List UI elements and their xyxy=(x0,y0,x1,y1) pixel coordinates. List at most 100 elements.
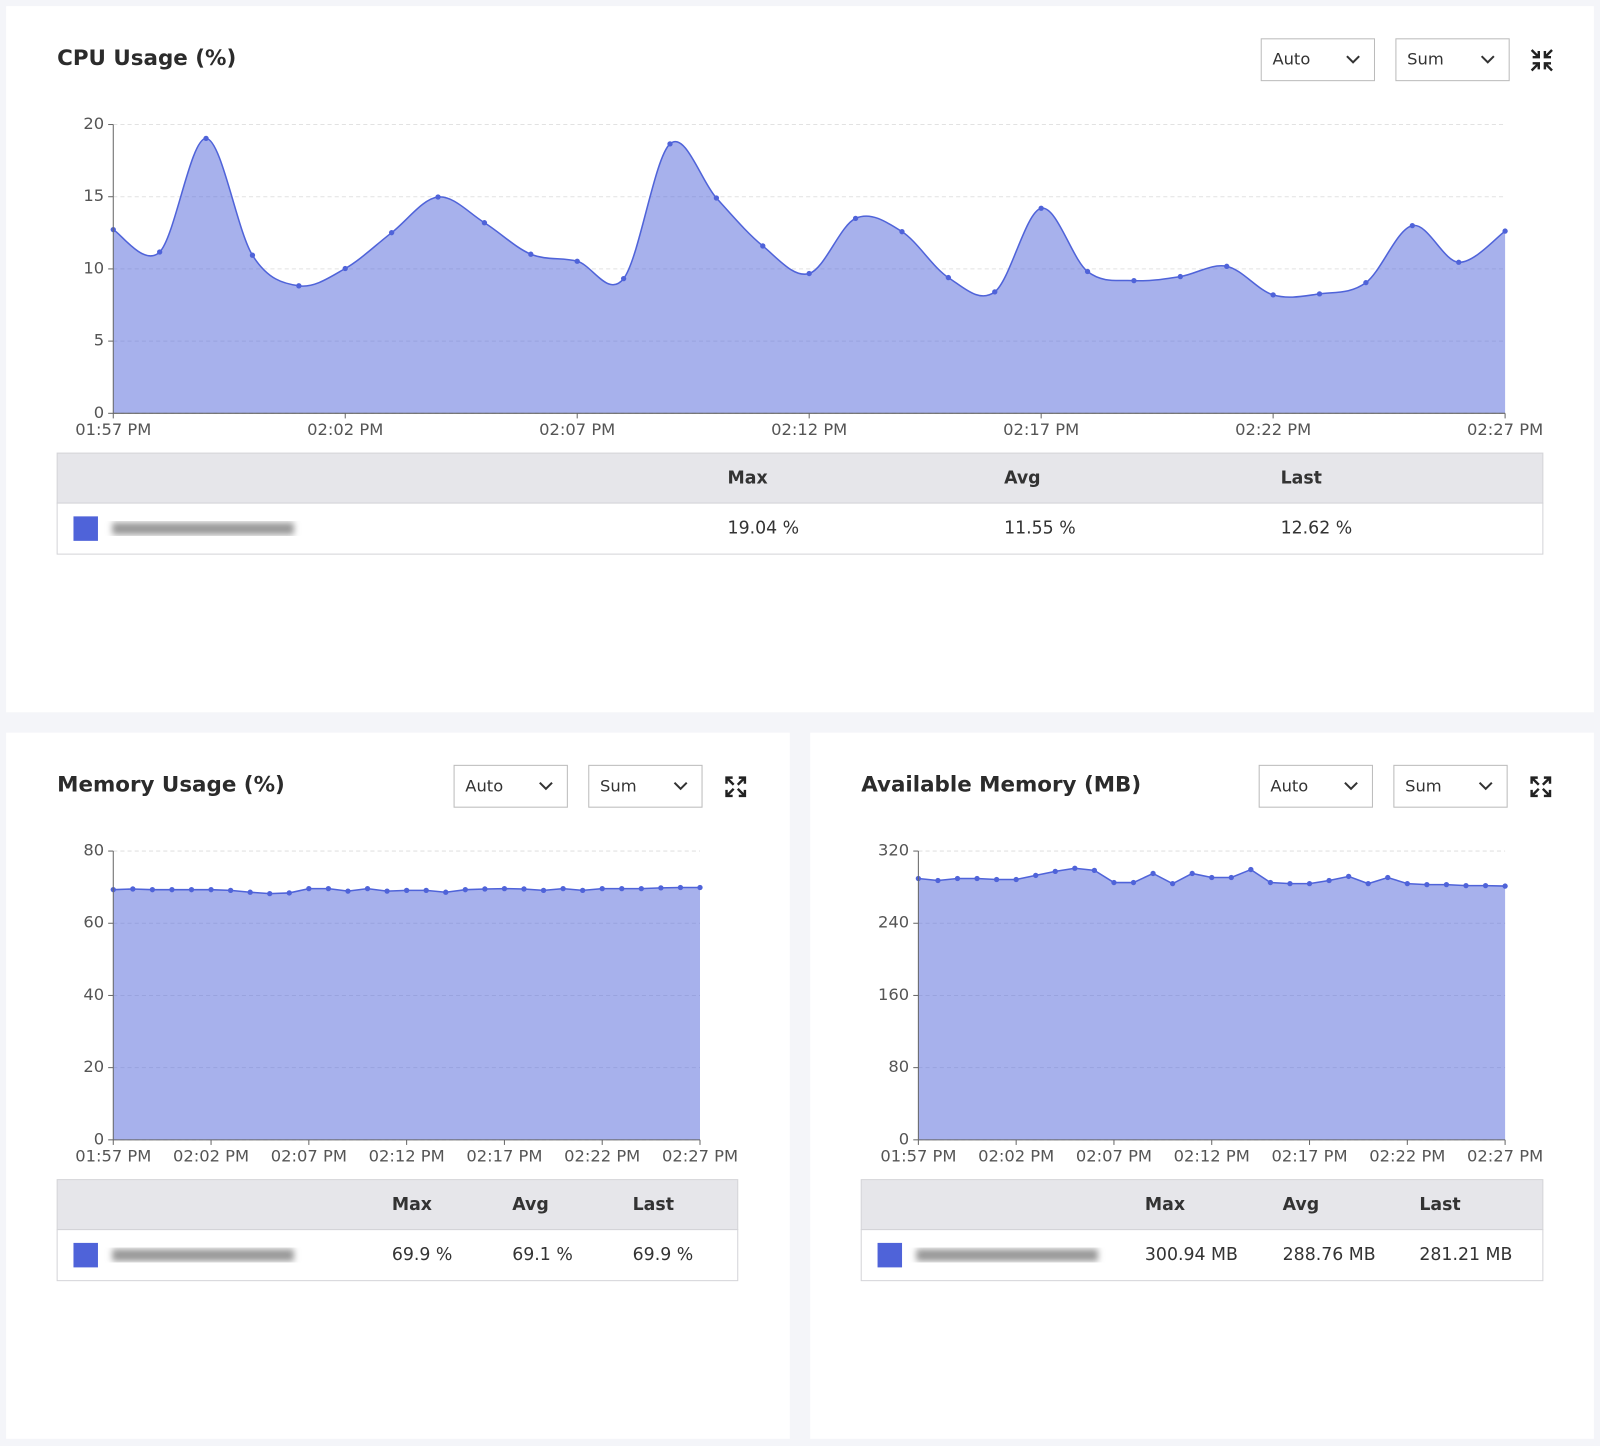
dropdown-label[interactable]: Sum xyxy=(1407,50,1444,69)
data-point xyxy=(130,886,136,892)
data-point xyxy=(1169,880,1176,887)
x-tick-label: 02:17 PM xyxy=(466,1147,542,1166)
x-tick-label: 02:27 PM xyxy=(1467,1147,1543,1166)
data-point xyxy=(1150,870,1156,877)
data-point xyxy=(203,135,209,142)
table-cell: 69.1 % xyxy=(512,1245,573,1265)
table-header-cell: Max xyxy=(392,1195,432,1215)
data-point xyxy=(852,215,859,222)
data-point xyxy=(992,289,998,295)
data-point xyxy=(1084,268,1091,275)
area xyxy=(113,887,700,1140)
data-point xyxy=(149,887,156,893)
dropdown-label[interactable]: Sum xyxy=(600,776,637,795)
data-point xyxy=(388,230,395,236)
data-point xyxy=(806,270,812,277)
data-point xyxy=(619,885,625,892)
table-cell: 300.94 MB xyxy=(1145,1245,1238,1265)
area xyxy=(918,868,1506,1140)
data-point xyxy=(1267,879,1274,886)
dropdown-label[interactable]: Auto xyxy=(1270,776,1308,795)
data-point xyxy=(403,887,410,894)
data-point xyxy=(899,229,905,235)
y-tick-label: 240 xyxy=(878,913,909,932)
data-point xyxy=(1209,874,1215,881)
data-point xyxy=(1111,879,1117,886)
y-tick-label: 0 xyxy=(899,1129,909,1148)
data-point xyxy=(760,243,766,249)
expand-button[interactable] xyxy=(1530,776,1552,798)
data-point xyxy=(1316,291,1323,297)
x-tick-label: 02:27 PM xyxy=(1467,420,1543,439)
data-point xyxy=(1072,865,1078,871)
data-point xyxy=(1385,874,1391,881)
data-point xyxy=(1224,263,1230,269)
y-tick-label: 5 xyxy=(94,331,104,350)
table-row xyxy=(56,502,1544,555)
data-point xyxy=(227,887,234,894)
dropdown-label[interactable]: Auto xyxy=(465,776,503,795)
table-header-cell: Last xyxy=(1281,469,1322,489)
data-point xyxy=(482,886,488,892)
data-point xyxy=(169,887,175,893)
x-tick-label: 02:27 PM xyxy=(662,1147,738,1166)
redacted-name xyxy=(112,1249,294,1262)
x-tick-label: 02:22 PM xyxy=(564,1147,640,1166)
table-cell: 11.55 % xyxy=(1004,519,1076,539)
data-point xyxy=(638,885,644,892)
chevron-icon xyxy=(1344,781,1358,791)
data-point xyxy=(1404,880,1410,887)
data-point xyxy=(1365,880,1371,887)
dropdown-label[interactable]: Auto xyxy=(1272,50,1310,69)
x-tick-label: 02:07 PM xyxy=(539,420,615,439)
data-point xyxy=(1091,867,1098,874)
data-point xyxy=(1443,881,1450,888)
data-point xyxy=(528,251,534,257)
data-point xyxy=(1502,228,1508,234)
chart-title: CPU Usage (%) xyxy=(57,46,236,71)
y-tick-label: 0 xyxy=(94,1129,104,1148)
data-point xyxy=(974,875,980,882)
data-point xyxy=(1463,882,1469,889)
y-tick-label: 320 xyxy=(878,841,909,860)
table-header-cell: Avg xyxy=(1004,469,1040,489)
data-point xyxy=(1502,883,1508,889)
redacted-name xyxy=(112,522,294,535)
table-cell: 19.04 % xyxy=(728,519,800,539)
legend-swatch xyxy=(877,1242,903,1268)
collapse-button[interactable] xyxy=(1530,49,1553,72)
chevron-icon xyxy=(1478,781,1493,791)
data-point xyxy=(1456,259,1462,265)
y-tick-label: 80 xyxy=(888,1057,909,1076)
data-point xyxy=(993,876,1000,883)
x-tick-label: 02:22 PM xyxy=(1369,1147,1445,1166)
table-header-cell: Max xyxy=(728,469,768,489)
y-tick-label: 15 xyxy=(83,186,104,205)
data-point xyxy=(286,890,292,896)
dropdown-label[interactable]: Sum xyxy=(1405,776,1442,795)
data-point xyxy=(188,887,195,893)
data-point xyxy=(345,888,351,894)
x-tick-label: 02:12 PM xyxy=(771,420,847,439)
x-tick-label: 01:57 PM xyxy=(880,1147,956,1166)
data-point xyxy=(677,884,684,891)
data-point xyxy=(580,887,586,894)
data-point xyxy=(157,249,163,255)
line xyxy=(112,137,1506,298)
x-tick-label: 01:57 PM xyxy=(75,420,151,439)
table-cell: 288.76 MB xyxy=(1283,1245,1376,1265)
chevron-icon xyxy=(673,781,688,791)
data-point xyxy=(1363,279,1369,286)
data-point xyxy=(620,275,627,282)
data-point xyxy=(1345,873,1352,880)
data-point xyxy=(306,885,312,892)
chart-title: Available Memory (MB) xyxy=(861,773,1141,798)
x-tick-label: 01:57 PM xyxy=(75,1147,151,1166)
table-header-cell: Last xyxy=(633,1195,674,1215)
expand-button[interactable] xyxy=(725,776,747,798)
data-point xyxy=(1306,880,1313,887)
data-point xyxy=(1131,277,1137,284)
data-point xyxy=(1409,222,1415,229)
data-point xyxy=(574,258,580,264)
